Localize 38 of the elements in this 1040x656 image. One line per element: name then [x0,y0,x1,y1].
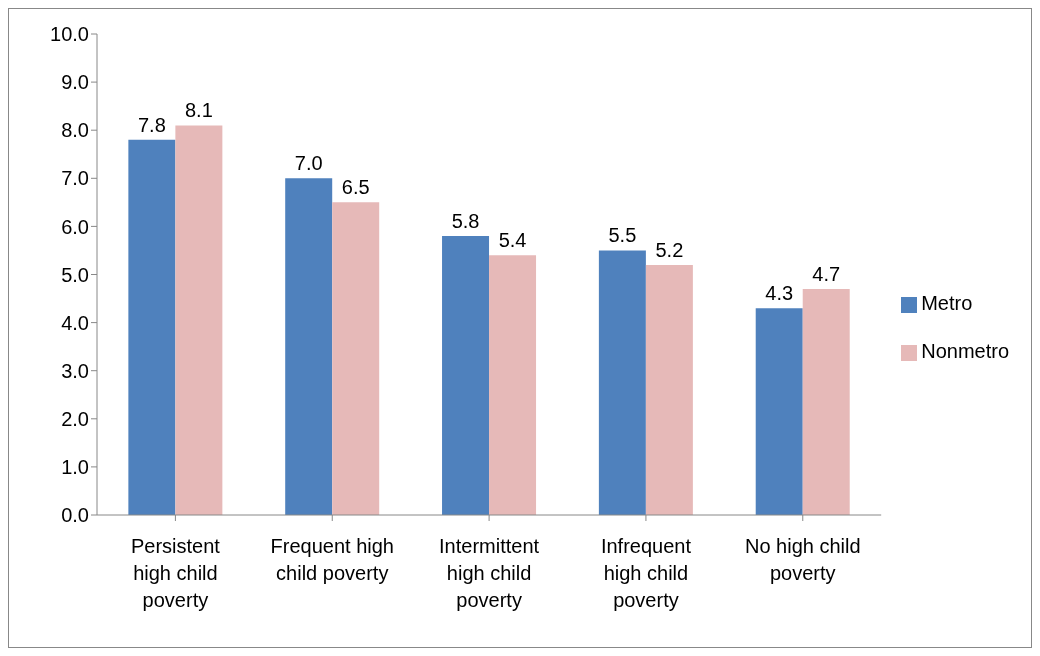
data-label: 7.0 [294,152,323,175]
y-tick-label: 6.0 [61,215,89,238]
legend-label: Metro [921,292,973,314]
y-tick-label: 9.0 [61,71,89,94]
data-label: 8.1 [184,99,213,122]
y-tick-label: 8.0 [61,119,89,142]
y-tick-label: 1.0 [61,456,89,478]
bar [645,264,693,515]
data-label: 5.8 [451,210,480,233]
y-tick-label: 4.0 [61,311,89,334]
bar [489,255,537,515]
y-tick-label: 7.0 [61,167,89,190]
y-tick-label: 10.0 [50,23,89,46]
bar [285,178,333,515]
x-tick-label: Persistent high child poverty [130,535,221,611]
bar [175,125,223,515]
data-label: 6.5 [341,176,370,199]
bar [755,308,803,515]
x-tick-label: Frequent high child poverty [270,535,394,584]
data-label: 7.8 [137,113,166,136]
data-label: 5.4 [498,229,527,252]
data-label: 5.5 [608,224,637,247]
y-tick-label: 2.0 [61,407,89,430]
bar [598,250,646,515]
bar [332,202,380,515]
x-tick-label: Infrequent high child poverty [600,535,692,611]
data-label: 4.7 [812,262,841,285]
bar [802,288,850,515]
legend-label: Nonmetro [921,340,1009,362]
bar [128,139,176,515]
y-tick-label: 0.0 [61,504,89,527]
y-tick-label: 5.0 [61,263,89,286]
y-tick-label: 3.0 [61,359,89,382]
data-label: 4.3 [765,282,794,305]
data-label: 5.2 [655,238,684,261]
bar [442,236,490,515]
x-tick-label: No high child poverty [744,535,861,584]
x-tick-label: Intermittent high child poverty [439,535,540,611]
